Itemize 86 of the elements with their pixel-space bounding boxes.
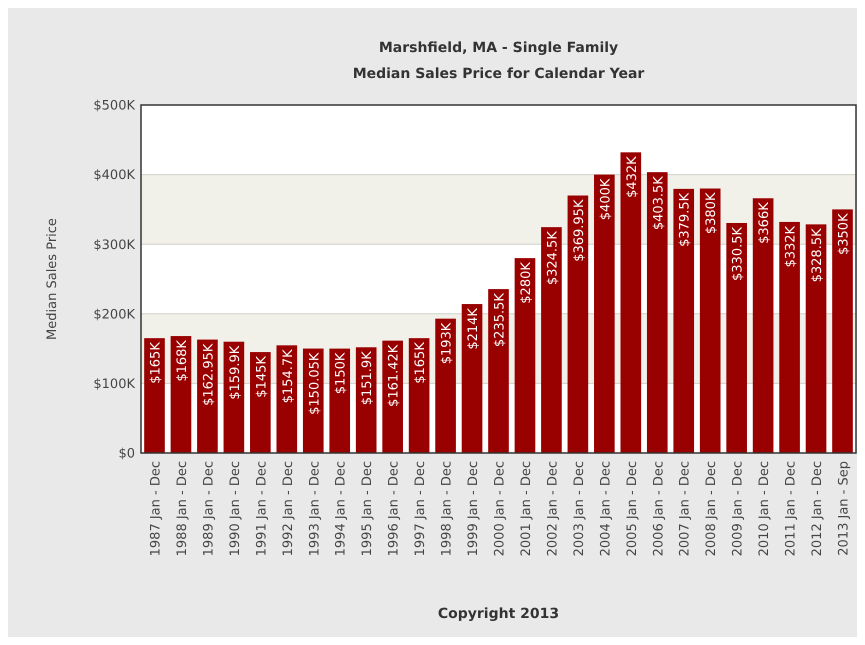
x-tick-label: 2013 Jan - Sep	[836, 461, 852, 556]
x-tick-label: 2012 Jan - Dec	[810, 461, 826, 556]
bar	[408, 338, 430, 453]
data-label: $369.95K	[572, 199, 587, 262]
bar	[726, 222, 747, 453]
data-label: $214K	[466, 308, 482, 350]
data-label: $324.5K	[545, 230, 560, 286]
x-tick-label: 2001 Jan - Dec	[518, 461, 534, 556]
x-tick-label: 1998 Jan - Dec	[440, 461, 455, 556]
x-tick-label: 1987 Jan - Dec	[148, 461, 164, 556]
bar	[170, 336, 192, 453]
x-tick-label: 1996 Jan - Dec	[386, 461, 402, 556]
x-tick-label: 1990 Jan - Dec	[228, 461, 243, 556]
y-tick-label: $300K	[93, 238, 136, 253]
bar	[435, 318, 456, 453]
chart-title: Marshfield, MA - Single Family	[378, 40, 618, 56]
bar	[594, 174, 615, 453]
bar	[462, 304, 482, 453]
bar	[700, 188, 721, 453]
data-label: $350K	[836, 212, 852, 256]
x-tick-label: 2006 Jan - Dec	[651, 461, 666, 556]
data-label: $162.95K	[201, 343, 216, 406]
x-tick-label: 2003 Jan - Dec	[572, 461, 587, 556]
y-tick-label: $500K	[93, 98, 136, 114]
data-label: $159.9K	[228, 345, 243, 400]
bar	[752, 198, 774, 453]
y-tick-label: $0	[118, 446, 135, 462]
bar	[673, 188, 694, 453]
text: Copyright 2013	[438, 606, 560, 622]
bar	[646, 172, 668, 453]
bar	[276, 345, 298, 453]
data-label: $235.5K	[492, 292, 508, 348]
data-label: $161.42K	[386, 344, 402, 407]
data-label: $168K	[174, 340, 190, 382]
x-tick-label: 1993 Jan - Dec	[307, 461, 322, 556]
x-tick-label: 2009 Jan - Dec	[730, 461, 746, 556]
bar	[488, 289, 509, 453]
data-label: $432K	[624, 156, 640, 198]
x-tick-label: 1995 Jan - Dec	[360, 461, 376, 556]
y-axis-title: Median Sales Price	[45, 218, 60, 340]
data-label: $328.5K	[810, 228, 826, 282]
x-tick-label: 2007 Jan - Dec	[678, 461, 693, 556]
x-tick-label: 2004 Jan - Dec	[598, 461, 614, 556]
x-tick-label: 2000 Jan - Dec	[492, 461, 508, 556]
data-label: $332K	[784, 225, 799, 268]
chart-subtitle: Median Sales Price for Calendar Year	[352, 66, 644, 82]
data-label: $366K	[757, 202, 772, 244]
data-label: $380K	[704, 192, 720, 234]
data-label: $151.9K	[360, 350, 376, 406]
x-tick-label: 2010 Jan - Dec	[757, 461, 772, 556]
bar	[144, 338, 165, 453]
bar	[779, 222, 800, 453]
data-label: $165K	[413, 342, 428, 384]
x-tick-label: 2005 Jan - Dec	[624, 461, 640, 556]
bar	[620, 152, 642, 453]
x-tick-label: 1999 Jan - Dec	[466, 461, 482, 556]
x-tick-label: 1988 Jan - Dec	[174, 461, 190, 556]
data-label: $379.5K	[678, 192, 693, 247]
bar	[832, 209, 853, 453]
y-tick-label: $400K	[93, 168, 136, 184]
data-label: $165K	[148, 342, 164, 384]
bar	[514, 258, 536, 453]
bar	[568, 196, 588, 453]
data-label: $400K	[598, 178, 614, 220]
data-label: $145K	[254, 356, 270, 398]
x-tick-label: 1994 Jan - Dec	[334, 461, 349, 556]
data-label: $193K	[440, 322, 455, 364]
data-label: $280K	[518, 262, 534, 304]
x-tick-label: 2002 Jan - Dec	[545, 461, 560, 556]
x-tick-label: 1989 Jan - Dec	[201, 461, 216, 556]
bar	[806, 224, 826, 453]
data-label: $403.5K	[651, 176, 666, 230]
data-label: $330.5K	[730, 226, 746, 281]
data-label: $150K	[334, 352, 349, 394]
bar	[250, 352, 271, 453]
y-tick-label: $200K	[93, 307, 136, 322]
x-tick-label: 2011 Jan - Dec	[784, 461, 799, 556]
bar	[329, 348, 350, 453]
x-tick-label: 1992 Jan - Dec	[280, 461, 296, 556]
x-tick-label: 1991 Jan - Dec	[254, 461, 270, 556]
x-tick-label: 2008 Jan - Dec	[704, 461, 720, 556]
y-tick-label: $100K	[93, 376, 136, 392]
x-tick-label: 1997 Jan - Dec	[413, 461, 428, 556]
data-label: $150.05K	[307, 352, 322, 415]
bar	[541, 227, 562, 453]
data-label: $154.7K	[280, 348, 296, 404]
